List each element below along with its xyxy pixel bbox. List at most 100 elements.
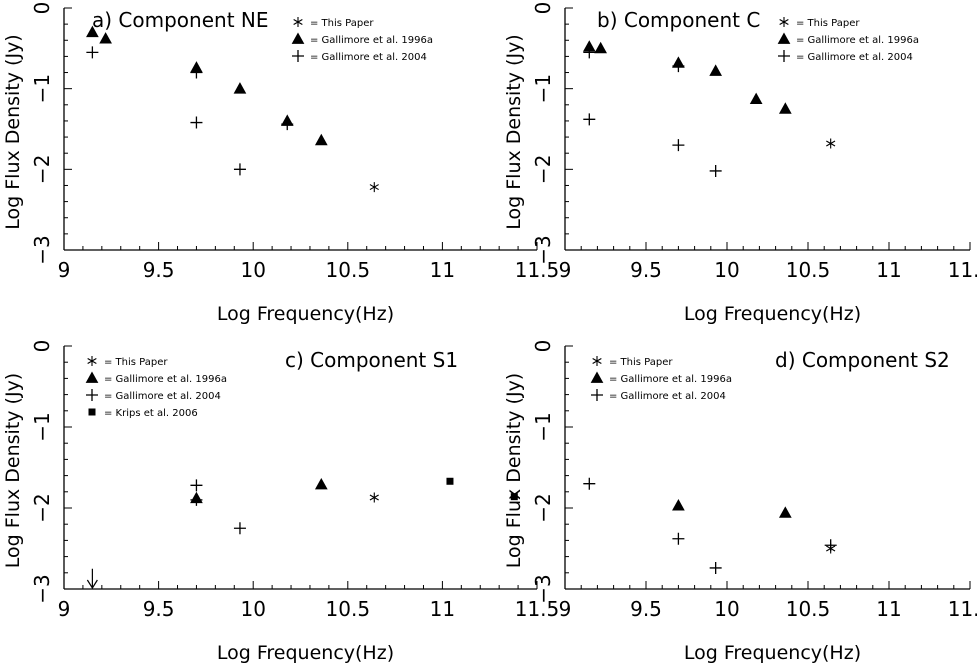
data-point-plus [672, 532, 685, 545]
legend-entry-label: = Gallimore et al. 2004 [609, 391, 726, 402]
data-point-triangle [314, 477, 328, 490]
data-point-triangle [99, 32, 112, 44]
legend-marker-triangle [590, 371, 604, 383]
legend-entry-label: = Gallimore et al. 1996a [310, 35, 433, 46]
y-tick-label: −1 [531, 412, 555, 441]
chart-panel-c: 9 9.5 10 10.5 11 11.5 0 −1 −2 −3 Log Frequency(Hz)… [2, 340, 559, 664]
y-tick-label: −2 [531, 493, 555, 522]
data-point-square [510, 493, 518, 501]
legend-entry-label: = Gallimore et al. 2004 [104, 391, 221, 402]
data-point-plus [190, 116, 203, 129]
x-tick-label: 10 [240, 258, 265, 282]
data-point-plus [233, 522, 246, 535]
legend-marker-plus [292, 50, 304, 62]
y-tick-label: −2 [531, 155, 555, 184]
legend-entry-label: = This Paper [104, 357, 168, 368]
legend: = This Paper = Gallimore et al. 1996a = Ga… [291, 17, 433, 63]
x-tick-label: 10 [714, 258, 739, 282]
legend: = This Paper = Gallimore et al. 1996a = Ga… [777, 17, 919, 63]
x-tick-label: 10.5 [786, 597, 831, 621]
data-point-plus [233, 163, 246, 176]
data-point-triangle [672, 499, 685, 511]
x-tick-label: 11.5 [515, 597, 560, 621]
x-tick-label: 9.5 [143, 258, 175, 282]
legend-entry-label: = This Paper [609, 357, 673, 368]
y-tick-label: −3 [531, 574, 555, 603]
x-tick-label: 10 [714, 597, 739, 621]
y-tick-label: −3 [531, 235, 555, 264]
legend-marker-triangle [777, 32, 791, 44]
legend-marker-star [779, 17, 789, 27]
x-axis-title: Log Frequency(Hz) [684, 642, 861, 664]
y-tick-label: 0 [30, 2, 54, 15]
legend-entry-label: = Krips et al. 2006 [104, 408, 198, 419]
data-point-triangle [314, 133, 328, 146]
x-tick-label: 10 [240, 597, 265, 621]
x-tick-label: 9 [559, 597, 572, 621]
chart-panel-b: 9 9.5 10 10.5 11 11.5 0 −1 −2 −3 Log Frequency(Hz)… [503, 2, 977, 325]
x-tick-label: 11.5 [948, 258, 977, 282]
x-tick-label: 10.5 [326, 258, 371, 282]
legend-entry-label: = Gallimore et al. 1996a [796, 35, 919, 46]
legend-entry-label: = Gallimore et al. 1996a [104, 374, 227, 385]
x-tick-label: 10.5 [786, 258, 831, 282]
legend-marker-square [88, 408, 96, 416]
data-point-plus [86, 46, 99, 59]
x-tick-label: 9 [58, 597, 71, 621]
data-point-triangle [778, 506, 792, 518]
y-axis-title: Log Flux Density (Jy) [503, 373, 525, 568]
y-axis-title: Log Flux Density (Jy) [2, 34, 24, 229]
x-tick-label: 9 [58, 258, 71, 282]
panel-title: d) Component S2 [775, 348, 950, 372]
data-point-plus [583, 46, 596, 59]
chart-panel-a: 9 9.5 10 10.5 11 11.5 0 −1 −2 −3 Log Frequency(Hz)… [2, 2, 559, 325]
y-tick-label: −1 [30, 412, 54, 441]
y-tick-label: −2 [30, 155, 54, 184]
x-tick-label: 9.5 [630, 258, 662, 282]
data-point-plus [672, 139, 685, 152]
y-tick-label: −2 [30, 493, 54, 522]
data-point-plus [190, 479, 203, 492]
y-tick-label: 0 [531, 340, 555, 353]
legend-marker-triangle [85, 371, 99, 383]
y-axis-title: Log Flux Density (Jy) [2, 373, 24, 568]
legend-marker-triangle [291, 32, 305, 44]
data-point-triangle [778, 102, 792, 114]
x-tick-label: 9.5 [630, 597, 662, 621]
legend-entry-label: = This Paper [310, 18, 374, 29]
legend-entry-label: = Gallimore et al. 2004 [310, 52, 427, 63]
x-axis-title: Log Frequency(Hz) [217, 642, 394, 664]
data-point-plus [709, 164, 722, 177]
data-point-plus [190, 493, 203, 506]
data-point-plus [709, 561, 722, 574]
legend: = This Paper = Gallimore et al. 1996a = Ga… [590, 356, 732, 402]
x-axis-title: Log Frequency(Hz) [684, 303, 861, 325]
x-tick-label: 9 [559, 258, 572, 282]
legend-entry-label: = This Paper [796, 18, 860, 29]
x-tick-label: 11 [876, 258, 901, 282]
data-point-plus [281, 118, 294, 131]
legend: = This Paper = Gallimore et al. 1996a = Ga… [85, 356, 227, 419]
legend-marker-star [87, 356, 97, 366]
legend-entry-label: = Gallimore et al. 2004 [796, 52, 913, 63]
x-tick-label: 9.5 [143, 597, 175, 621]
data-point-plus [583, 113, 596, 126]
legend-entry-label: = Gallimore et al. 1996a [609, 374, 732, 385]
y-tick-label: −3 [30, 574, 54, 603]
data-point-plus [672, 60, 685, 73]
data-point-square [446, 477, 454, 485]
data-point-star [826, 138, 836, 149]
data-point-plus [583, 477, 596, 490]
legend-marker-plus [591, 389, 603, 401]
x-tick-label: 11 [430, 597, 455, 621]
x-tick-label: 11 [430, 258, 455, 282]
data-point-triangle [749, 92, 763, 105]
y-tick-label: −1 [531, 74, 555, 103]
x-tick-label: 11.5 [515, 258, 560, 282]
data-point-triangle [709, 64, 723, 76]
data-point-plus [824, 539, 837, 552]
y-axis-title: Log Flux Density (Jy) [503, 34, 525, 229]
data-point-star [369, 182, 379, 193]
data-point-star [369, 492, 379, 503]
